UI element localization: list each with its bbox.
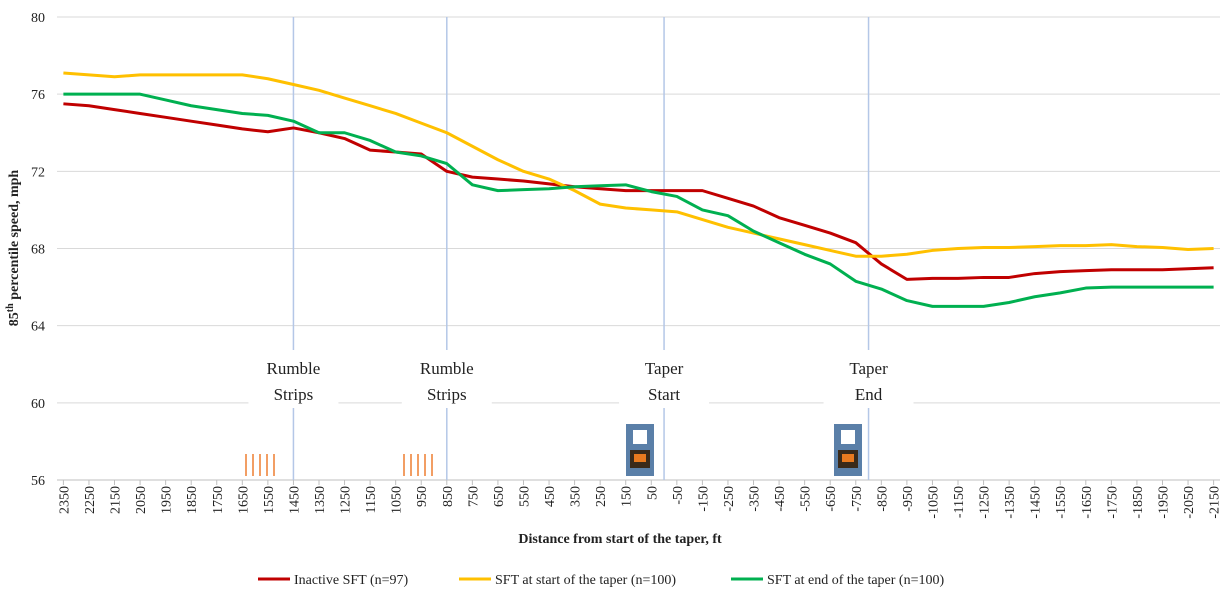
x-tick-label: 2350: [57, 486, 72, 514]
x-tick-label: 1350: [313, 486, 328, 514]
y-tick-label: 76: [31, 88, 45, 103]
x-tick-label: 2050: [134, 486, 149, 514]
x-tick-label: 1050: [390, 486, 405, 514]
y-tick-label: 64: [31, 320, 45, 335]
x-tick-label: -1550: [1054, 486, 1069, 519]
x-tick-label: 750: [466, 486, 481, 507]
sign-icon: [626, 424, 654, 476]
x-tick-label: 1150: [364, 486, 379, 513]
x-tick-label: -1450: [1029, 486, 1044, 519]
x-tick-label: -1950: [1156, 486, 1171, 519]
x-tick-label: -1350: [1003, 486, 1018, 519]
y-axis-title-part: percentile speed, mph: [7, 170, 22, 304]
x-tick-label: -1250: [978, 486, 993, 519]
x-tick-label: -250: [722, 486, 737, 512]
x-tick-label: 1750: [211, 486, 226, 514]
x-tick-label: 150: [620, 486, 635, 507]
annotation-label: Rumble: [420, 359, 474, 378]
x-tick-label: -750: [850, 486, 865, 512]
x-tick-label: -450: [773, 486, 788, 512]
annotation-label: Start: [648, 385, 680, 404]
x-tick-label: 850: [441, 486, 456, 507]
y-tick-label: 68: [31, 243, 45, 258]
series-line: [63, 104, 1213, 280]
x-tick-label: 450: [543, 486, 558, 507]
x-tick-label: -650: [824, 486, 839, 512]
x-tick-label: -2050: [1182, 486, 1197, 519]
legend-label: SFT at start of the taper (n=100): [495, 573, 676, 588]
decorations: [246, 424, 862, 476]
x-tick-label: 550: [517, 486, 532, 507]
x-tick-label: 650: [492, 486, 507, 507]
x-tick-label: 1250: [339, 486, 354, 514]
x-tick-label: 2250: [83, 486, 98, 514]
x-tick-label: 350: [569, 486, 584, 507]
x-tick-label: -550: [799, 486, 814, 512]
chart: 56 60 64 68 72 76 80 2350 2250 2150 2050 1950 1850 17…: [0, 0, 1225, 591]
x-tick-label: 1650: [236, 486, 251, 514]
annotation-label: Taper: [849, 359, 888, 378]
legend: Inactive SFT (n=97) SFT at start of the t…: [258, 573, 944, 588]
annotation-label: Rumble: [267, 359, 321, 378]
x-tick-label: 1450: [287, 486, 302, 514]
x-tick-label: -850: [875, 486, 890, 512]
y-tick-label: 60: [31, 397, 45, 412]
legend-label: Inactive SFT (n=97): [294, 573, 409, 588]
x-tick-label: -350: [748, 486, 763, 512]
series-lines: [63, 73, 1213, 306]
x-tick-label: 2150: [109, 486, 124, 514]
x-tick-label: 1950: [160, 486, 175, 514]
x-tick-label: -1050: [926, 486, 941, 519]
x-tick-label: 1550: [262, 486, 277, 514]
x-tick-label: -150: [696, 486, 711, 512]
rumble-strip-marks: [246, 454, 432, 476]
x-tick-label: 950: [415, 486, 430, 507]
x-tick-label: -2150: [1208, 486, 1223, 519]
annotation-label: Strips: [274, 385, 314, 404]
x-tick-label: 250: [594, 486, 609, 507]
y-axis-title: 85th percentile speed, mph: [5, 170, 22, 327]
y-axis-title-part: 85: [7, 312, 22, 326]
annotation-label: Strips: [427, 385, 467, 404]
x-tick-label: -950: [901, 486, 916, 512]
x-tick-label: 50: [645, 486, 660, 500]
x-tick-label: -1650: [1080, 486, 1095, 519]
x-tick-label: -1150: [952, 486, 967, 518]
y-tick-label: 72: [31, 165, 45, 180]
x-tick-label: -1850: [1131, 486, 1146, 519]
x-tick-label: 1850: [185, 486, 200, 514]
x-tick-label: -50: [671, 486, 686, 505]
x-axis-title: Distance from start of the taper, ft: [518, 532, 722, 547]
sign-icon: [834, 424, 862, 476]
y-tick-label: 56: [31, 474, 45, 489]
legend-label: SFT at end of the taper (n=100): [767, 573, 944, 588]
series-line: [63, 73, 1213, 256]
annotation-label: End: [855, 385, 883, 404]
grid: [57, 17, 1220, 485]
x-tick-label: -1750: [1105, 486, 1120, 519]
y-tick-label: 80: [31, 11, 45, 26]
annotation-label: Taper: [645, 359, 684, 378]
